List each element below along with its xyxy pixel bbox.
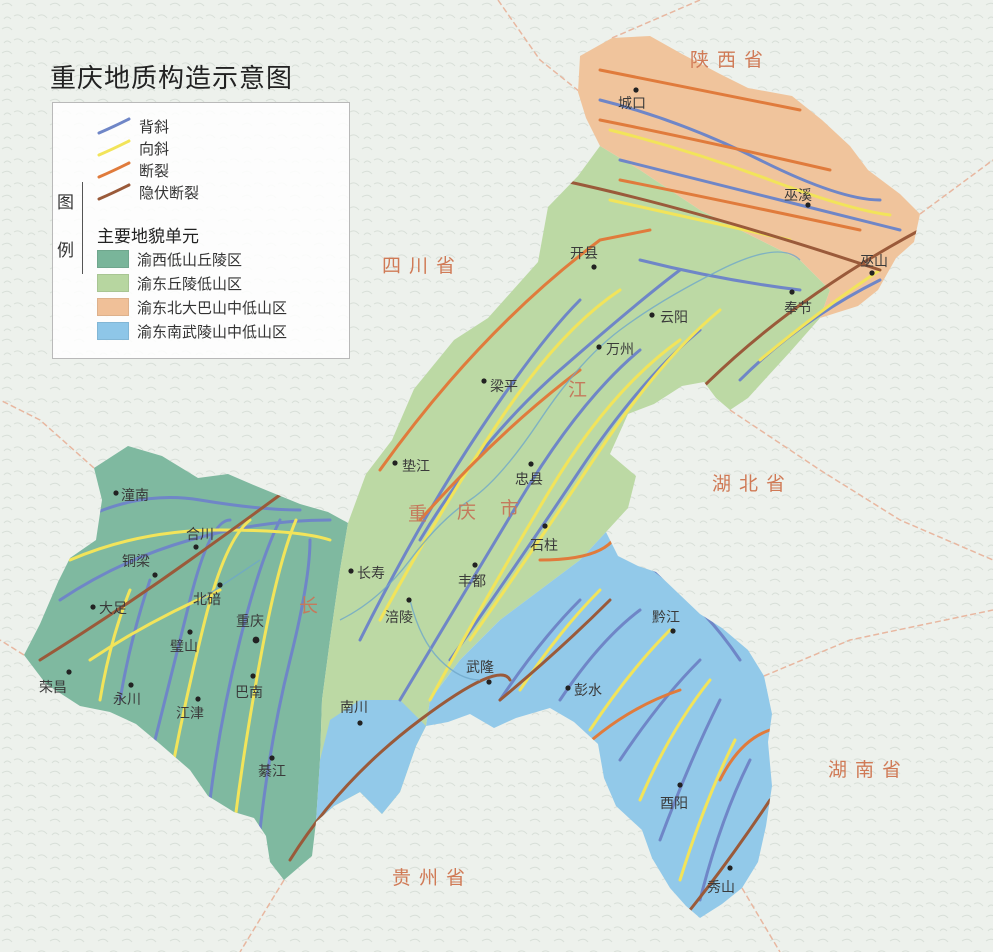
legend-item-yuxi: 渝西低山丘陵区 [97, 248, 242, 270]
yudongbei-swatch [97, 298, 129, 316]
place-labels: 城口 巫溪 开县 巫山 奉节 云阳 万州 梁平 垫江 忠县 石柱 丰都 长寿 涪… [39, 96, 888, 896]
legend [52, 102, 350, 359]
legend-item-fault: 断裂 [97, 159, 169, 181]
concealed-fault-lines [38, 178, 920, 912]
place-label: 梁平 [490, 379, 518, 395]
anticline-swatch [97, 117, 131, 135]
place-label: 长寿 [357, 565, 385, 582]
legend-label: 向斜 [139, 139, 170, 158]
place-label: 巫溪 [784, 188, 812, 204]
place-label: 綦江 [258, 764, 286, 780]
legend-label: 渝东南武陵山中低山区 [137, 322, 288, 341]
yuxi-swatch [97, 250, 129, 268]
place-label: 丰都 [458, 574, 486, 590]
fault-swatch [97, 161, 131, 179]
legend-item-yudongnan: 渝东南武陵山中低山区 [97, 320, 287, 342]
region-labels: 重 庆 市 长 江 [299, 379, 587, 617]
legend-units-heading: 主要地貌单元 [97, 227, 199, 247]
province-label-hunan: 湖南省 [828, 759, 909, 781]
province-label-sichuan: 四川省 [382, 255, 463, 277]
region-label-chongqing-1: 重 [408, 503, 427, 525]
legend-label: 隐伏断裂 [139, 183, 200, 202]
place-label: 北碚 [193, 592, 221, 608]
legend-heading-char: 例 [57, 241, 74, 261]
place-label: 合川 [186, 527, 214, 543]
legend-label: 渝东北大巴山中低山区 [137, 298, 288, 317]
province-label-hubei: 湖北省 [712, 473, 793, 495]
syncline-lines [68, 128, 892, 882]
rivers [199, 251, 801, 681]
place-label: 南川 [340, 700, 368, 716]
place-label: 黔江 [652, 610, 680, 626]
place-label: 江津 [176, 706, 204, 722]
place-label: 永川 [113, 692, 141, 708]
legend-label: 断裂 [139, 161, 170, 180]
legend-item-anticline: 背斜 [97, 115, 169, 137]
river-label-chang: 长 [299, 595, 318, 617]
legend-label: 渝东丘陵低山区 [137, 274, 243, 293]
region-label-chongqing-3: 市 [500, 498, 519, 520]
place-label: 垫江 [402, 459, 430, 475]
place-label: 云阳 [660, 310, 688, 326]
place-label: 城口 [618, 96, 646, 112]
region-yudongnan-wulingshan [426, 532, 772, 918]
concealed-fault-swatch [97, 183, 131, 201]
yudong-swatch [97, 274, 129, 292]
river-label-jiang: 江 [568, 379, 587, 401]
place-label: 荣昌 [39, 680, 67, 696]
place-label: 重庆 [236, 614, 264, 630]
place-label: 石柱 [530, 538, 558, 554]
legend-item-concealed-fault: 隐伏断裂 [97, 181, 199, 203]
legend-divider [82, 182, 83, 274]
legend-label: 渝西低山丘陵区 [137, 250, 243, 269]
place-label: 秀山 [707, 880, 735, 896]
province-labels: 陕西省 四川省 湖北省 湖南省 贵州省 [382, 49, 909, 889]
place-label: 巫山 [860, 254, 888, 270]
legend-heading-char: 图 [57, 193, 74, 213]
place-label: 彭水 [574, 683, 602, 699]
city-markers [66, 87, 875, 871]
region-label-chongqing-2: 庆 [457, 501, 476, 523]
place-label: 开县 [570, 246, 598, 262]
syncline-swatch [97, 139, 131, 157]
place-label: 铜梁 [122, 554, 150, 570]
place-label: 万州 [606, 342, 634, 358]
province-label-shaanxi: 陕西省 [690, 49, 771, 71]
legend-item-syncline: 向斜 [97, 137, 169, 159]
place-label: 璧山 [170, 638, 198, 655]
place-label: 忠县 [515, 472, 543, 488]
region-yudong-hill-low-mountain [316, 146, 830, 822]
legend-item-yudong: 渝东丘陵低山区 [97, 272, 242, 294]
region-yudongbei-dabashan [578, 36, 920, 318]
map-title: 重庆地质构造示意图 [50, 64, 294, 94]
place-label: 酉阳 [660, 796, 688, 812]
place-label: 涪陵 [385, 610, 413, 626]
place-label: 潼南 [121, 487, 149, 504]
structure-lines [38, 68, 920, 912]
yudongnan-swatch [97, 322, 129, 340]
legend-label: 背斜 [139, 117, 170, 136]
place-label: 巴南 [235, 685, 263, 701]
place-label: 大足 [99, 601, 127, 617]
place-label: 奉节 [784, 301, 812, 317]
province-label-guizhou: 贵州省 [392, 867, 473, 889]
place-label: 武隆 [466, 660, 494, 676]
legend-item-yudongbei: 渝东北大巴山中低山区 [97, 296, 287, 318]
